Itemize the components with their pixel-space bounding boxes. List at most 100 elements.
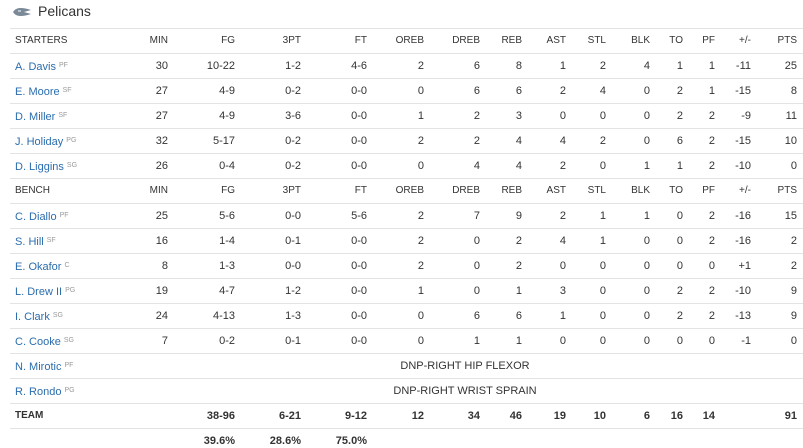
player-name[interactable]: I. Clark [15,310,50,323]
stat-cell: 0-0 [351,334,367,347]
stat-cell: 1 [599,234,606,247]
stat-cell: 1 [643,159,650,172]
stat-cell: 0 [643,284,650,297]
player-name[interactable]: E. Moore [15,85,60,98]
stat-cell: 1-3 [219,259,235,272]
stat-cell: 1 [417,109,424,122]
player-position: PG [65,286,76,294]
column-header: MIN [149,34,168,46]
column-header: AST [546,34,566,46]
stat-cell: 32 [155,134,168,147]
row-divider [10,303,803,304]
team-total: 12 [411,409,424,422]
team-percentage: 28.6% [269,434,301,447]
row-divider [10,78,803,79]
player-cell: C. Cooke SG [15,334,74,349]
team-total: 46 [509,409,522,422]
stat-cell: 15 [784,209,797,222]
row-divider [10,428,803,429]
stat-cell: 25 [784,59,797,72]
stat-cell: 2 [515,259,522,272]
player-name[interactable]: A. Davis [15,60,56,73]
column-header: OREB [395,184,424,196]
stat-cell: 10 [784,134,797,147]
stat-cell: 0 [599,259,606,272]
stat-cell: 6 [676,134,683,147]
stat-cell: 0 [708,334,715,347]
stat-cell: 0-0 [351,234,367,247]
player-name[interactable]: N. Mirotic [15,360,62,373]
player-position: SG [52,311,63,319]
column-header: MIN [149,184,168,196]
stat-cell: 3 [515,109,522,122]
stat-cell: 0 [473,284,480,297]
player-name[interactable]: C. Diallo [15,210,57,223]
player-cell: N. Mirotic PF [15,359,73,374]
stat-cell: 16 [155,234,168,247]
column-header: DREB [452,184,480,196]
stat-cell: 2 [417,234,424,247]
stat-cell: 0 [676,209,683,222]
player-name[interactable]: J. Holiday [15,135,64,148]
stat-cell: +1 [738,259,751,272]
player-name[interactable]: C. Cooke [15,335,61,348]
stat-cell: 2 [676,309,683,322]
column-header: PTS [777,34,797,46]
player-name[interactable]: D. Liggins [15,160,64,173]
column-header: +/- [739,34,751,46]
stat-cell: 2 [417,209,424,222]
stat-cell: 25 [155,209,168,222]
column-header: FT [354,184,367,196]
stat-cell: 9 [515,209,522,222]
stat-cell: 0 [676,334,683,347]
stat-cell: 0 [643,309,650,322]
team-total: 91 [784,409,797,422]
stat-cell: 2 [676,284,683,297]
player-position: PF [59,211,69,219]
column-header: BLK [631,184,650,196]
player-name[interactable]: S. Hill [15,235,44,248]
player-name[interactable]: E. Okafor [15,260,62,273]
stat-cell: 0 [559,334,566,347]
stat-cell: 0-2 [219,334,235,347]
stat-cell: 2 [417,134,424,147]
stat-cell: 10-22 [206,59,235,72]
column-header: PF [702,34,715,46]
stat-cell: 1-2 [285,59,301,72]
team-total: 38-96 [206,409,235,422]
stat-cell: 8 [515,59,522,72]
stat-cell: -15 [735,84,751,97]
stat-cell: 1 [515,284,522,297]
team-total: 14 [702,409,715,422]
stat-cell: 0 [599,109,606,122]
stat-cell: 2 [708,134,715,147]
stat-cell: 0-0 [351,259,367,272]
column-header: BLK [631,34,650,46]
stat-cell: 6 [515,309,522,322]
player-cell: R. Rondo PG [15,384,75,399]
stat-cell: 0 [643,259,650,272]
stat-cell: 0-0 [351,134,367,147]
stat-cell: 0 [559,109,566,122]
stat-cell: 0-2 [285,134,301,147]
team-logo [13,7,31,17]
player-cell: E. Okafor C [15,259,70,274]
stat-cell: 2 [559,84,566,97]
player-name[interactable]: R. Rondo [15,385,62,398]
stat-cell: 0-0 [351,84,367,97]
stat-cell: 0 [676,259,683,272]
player-name[interactable]: D. Miller [15,110,56,123]
player-name[interactable]: L. Drew II [15,285,63,298]
stat-cell: 0 [417,84,424,97]
stat-cell: 3-6 [285,109,301,122]
stat-cell: 0-0 [285,259,301,272]
stat-cell: 30 [155,59,168,72]
stat-cell: 0-4 [219,159,235,172]
stat-cell: 3 [559,284,566,297]
stat-cell: 6 [473,59,480,72]
column-header: REB [501,34,522,46]
stat-cell: 1 [708,59,715,72]
column-header: FG [221,34,235,46]
stat-cell: 4 [473,159,480,172]
stat-cell: -13 [735,309,751,322]
